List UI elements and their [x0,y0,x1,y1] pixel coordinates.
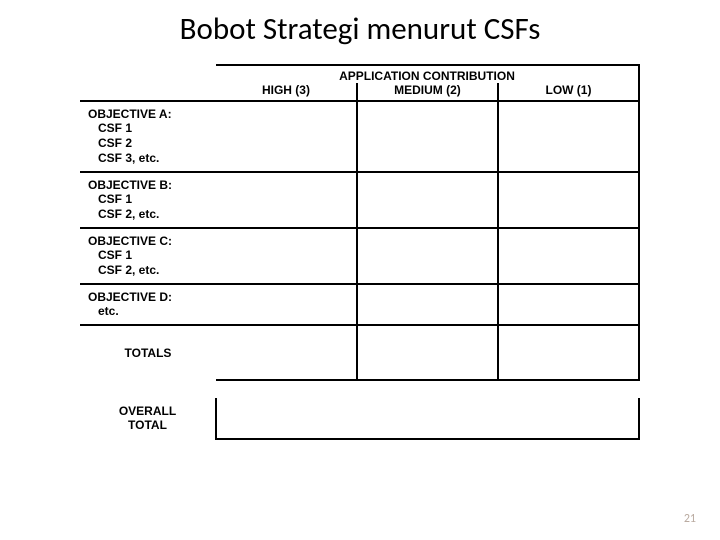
totals-medium [357,325,498,380]
header-super: APPLICATION CONTRIBUTION [216,65,639,83]
cell-b-high [216,172,357,228]
col-low: LOW (1) [498,83,639,101]
cell-b-low [498,172,639,228]
objective-d-label: OBJECTIVE D: etc. [80,284,216,325]
gap-row [80,380,639,398]
cell-a-high [216,101,357,172]
objective-b-label: OBJECTIVE B: CSF 1 CSF 2, etc. [80,172,216,228]
objective-d-head: OBJECTIVE D: [88,290,172,304]
objective-b-csf1: CSF 1 [88,192,212,207]
totals-high [216,325,357,380]
cell-b-medium [357,172,498,228]
objective-a-csf2: CSF 2 [88,136,212,151]
objective-b-head: OBJECTIVE B: [88,178,172,192]
objective-c-csf1: CSF 1 [88,248,212,263]
totals-label: TOTALS [80,325,216,380]
totals-low [498,325,639,380]
objective-d-etc: etc. [88,304,212,319]
slide-title: Bobot Strategi menurut CSFs [0,0,720,56]
overall-total-cell [216,398,639,439]
objective-c-csf2: CSF 2, etc. [88,263,212,278]
overall-l2: TOTAL [128,418,167,432]
cell-a-low [498,101,639,172]
csf-table-container: APPLICATION CONTRIBUTION HIGH (3) MEDIUM… [80,64,640,440]
objective-a-csf3: CSF 3, etc. [88,151,212,166]
cell-d-low [498,284,639,325]
objective-c-label: OBJECTIVE C: CSF 1 CSF 2, etc. [80,228,216,284]
cell-c-medium [357,228,498,284]
objective-a-csf1: CSF 1 [88,121,212,136]
objective-a-label: OBJECTIVE A: CSF 1 CSF 2 CSF 3, etc. [80,101,216,172]
cell-d-medium [357,284,498,325]
overall-l1: OVERALL [119,404,176,418]
col-high: HIGH (3) [216,83,357,101]
objective-b-csf2: CSF 2, etc. [88,207,212,222]
objective-c-head: OBJECTIVE C: [88,234,172,248]
objective-a-head: OBJECTIVE A: [88,107,172,121]
csf-table: APPLICATION CONTRIBUTION HIGH (3) MEDIUM… [80,64,640,440]
cell-a-medium [357,101,498,172]
cell-d-high [216,284,357,325]
overall-total-label: OVERALL TOTAL [80,398,216,439]
col-medium: MEDIUM (2) [357,83,498,101]
cell-c-high [216,228,357,284]
cell-c-low [498,228,639,284]
page-number: 21 [684,512,696,526]
header-blank [80,65,216,101]
